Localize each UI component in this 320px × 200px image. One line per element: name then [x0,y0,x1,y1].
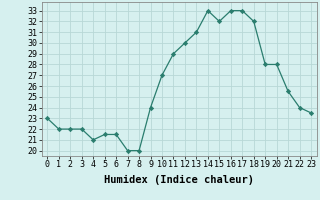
X-axis label: Humidex (Indice chaleur): Humidex (Indice chaleur) [104,175,254,185]
